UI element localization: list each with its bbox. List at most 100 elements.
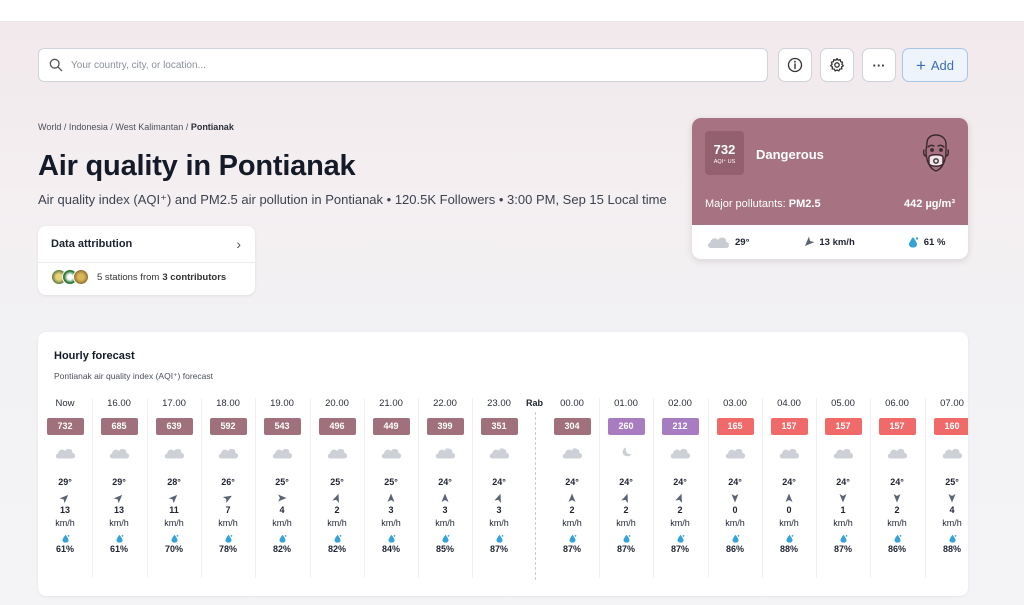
forecast-aqi-badge: 732 xyxy=(46,418,84,435)
wind-arrow-icon xyxy=(494,493,501,503)
breadcrumb-current: Pontianak xyxy=(190,122,234,132)
forecast-hour-column: 21.00 449 25° 3 km/h 84% xyxy=(364,398,418,554)
data-attribution-card[interactable]: Data attribution › 5 stations from 3 con… xyxy=(38,226,255,295)
wind-arrow-icon xyxy=(839,494,847,503)
forecast-time: 16.00 xyxy=(107,398,131,409)
cloudy-icon xyxy=(381,448,402,459)
forecast-hour-column: 07.00 160 25° 4 km/h 88% xyxy=(925,398,968,554)
forecast-hour-column: 19.00 543 25° 4 km/h 82% xyxy=(255,398,309,554)
wind-arrow-icon xyxy=(731,494,739,503)
forecast-aqi-badge: 685 xyxy=(100,418,138,435)
forecast-subtitle: Pontianak air quality index (AQI⁺) forec… xyxy=(54,371,213,381)
search-input[interactable] xyxy=(71,59,671,71)
forecast-temperature: 24° xyxy=(492,477,506,487)
forecast-temperature: 24° xyxy=(438,477,452,487)
add-button-label: Add xyxy=(930,57,955,73)
column-separator xyxy=(925,398,926,578)
wind-arrow-icon xyxy=(113,494,123,504)
page-subtitle: Air quality index (AQI⁺) and PM2.5 air p… xyxy=(38,192,667,207)
column-separator xyxy=(310,398,311,578)
forecast-time: 19.00 xyxy=(270,398,294,409)
forecast-wind-unit: km/h xyxy=(164,518,184,528)
humidity-drop-icon xyxy=(62,534,69,543)
forecast-wind-speed: 3 xyxy=(442,505,448,515)
forecast-wind-speed: 13 xyxy=(59,505,70,515)
forecast-wind-speed: 1 xyxy=(840,505,846,515)
forecast-hour-column: 04.00 157 24° 0 km/h 88% xyxy=(762,398,816,554)
breadcrumb-world[interactable]: World xyxy=(38,122,62,132)
forecast-humidity: 86% xyxy=(725,544,744,554)
humidity-drop-icon xyxy=(442,534,449,543)
cloudy-icon xyxy=(218,448,239,459)
aqi-summary-card: 732 AQI⁺ US Dangerous Major pollutants: … xyxy=(692,118,968,259)
humidity-drop-icon xyxy=(894,534,901,543)
forecast-hour-column: 18.00 592 26° 7 km/h 78% xyxy=(201,398,255,554)
forecast-time: 23.00 xyxy=(487,398,511,409)
wind-arrow-icon xyxy=(222,495,232,504)
partly-cloudy-icon xyxy=(489,447,510,459)
wind-arrow-icon xyxy=(785,493,793,502)
forecast-time: 20.00 xyxy=(325,398,349,409)
forecast-wind-unit: km/h xyxy=(725,518,745,528)
humidity-drop-icon xyxy=(908,237,918,248)
search-bar[interactable] xyxy=(38,48,768,82)
attribution-text: 5 stations from xyxy=(97,271,160,283)
forecast-temperature: 24° xyxy=(673,477,687,487)
attribution-contributors: 3 contributors xyxy=(162,271,227,283)
forecast-time: 03.00 xyxy=(723,398,747,409)
info-icon xyxy=(787,57,803,73)
cloudy-icon xyxy=(833,448,854,459)
add-button[interactable]: + Add xyxy=(902,48,968,82)
humidity-drop-icon xyxy=(732,534,739,543)
hourly-forecast-card: Hourly forecast Pontianak air quality in… xyxy=(38,332,968,596)
forecast-wind-unit: km/h xyxy=(327,518,347,528)
forecast-wind-speed: 11 xyxy=(169,505,179,515)
column-separator xyxy=(599,398,600,578)
info-button[interactable] xyxy=(778,48,812,82)
breadcrumb-indonesia[interactable]: Indonesia xyxy=(68,122,108,132)
column-separator xyxy=(472,398,473,578)
pollutant-concentration: 442 µg/m³ xyxy=(904,198,955,210)
forecast-wind-unit: km/h xyxy=(670,518,690,528)
day-divider xyxy=(535,412,536,580)
wind-arrow-icon xyxy=(621,493,628,503)
cloudy-icon xyxy=(164,448,185,459)
humidity-drop-icon xyxy=(786,534,793,543)
forecast-time: 07.00 xyxy=(940,398,964,409)
day-label: Rab xyxy=(526,398,544,408)
partly-cloudy-icon xyxy=(435,447,456,459)
forecast-wind-unit: km/h xyxy=(942,518,962,528)
cloudy-icon xyxy=(725,448,746,459)
forecast-wind-speed: 4 xyxy=(949,505,955,515)
data-attribution-header[interactable]: Data attribution › xyxy=(38,226,255,263)
breadcrumb: World / Indonesia / West Kalimantan / Po… xyxy=(38,122,234,132)
forecast-aqi-badge: 639 xyxy=(155,418,193,435)
data-attribution-body: 5 stations from 3 contributors xyxy=(38,263,255,285)
more-button[interactable]: ··· xyxy=(862,48,896,82)
column-separator xyxy=(255,398,256,578)
cloudy-icon xyxy=(779,448,800,459)
forecast-time: 22.00 xyxy=(433,398,457,409)
column-separator xyxy=(418,398,419,578)
partly-cloudy-icon xyxy=(562,447,583,459)
settings-button[interactable] xyxy=(820,48,854,82)
forecast-hour-column: 02.00 212 24° 2 km/h 87% xyxy=(653,398,707,554)
forecast-time: 06.00 xyxy=(885,398,909,409)
forecast-temperature: 24° xyxy=(836,477,850,487)
forecast-humidity: 61% xyxy=(55,544,74,554)
forecast-temperature: 25° xyxy=(275,477,289,487)
forecast-wind-unit: km/h xyxy=(435,518,455,528)
forecast-humidity: 88% xyxy=(942,544,961,554)
forecast-hour-column: 17.00 639 28° 11 km/h 70% xyxy=(147,398,201,554)
forecast-time: Now xyxy=(55,398,75,409)
current-wind: 13 km/h xyxy=(803,236,855,248)
breadcrumb-west-kalimantan[interactable]: West Kalimantan xyxy=(115,122,184,132)
cloudy-icon xyxy=(109,448,130,459)
forecast-temperature: 25° xyxy=(945,477,959,487)
night-cloudy-icon xyxy=(622,447,632,457)
more-icon: ··· xyxy=(872,57,886,73)
forecast-temperature: 24° xyxy=(728,477,742,487)
forecast-wind-unit: km/h xyxy=(109,518,129,528)
forecast-temperature: 26° xyxy=(221,477,235,487)
gear-icon xyxy=(830,57,844,72)
